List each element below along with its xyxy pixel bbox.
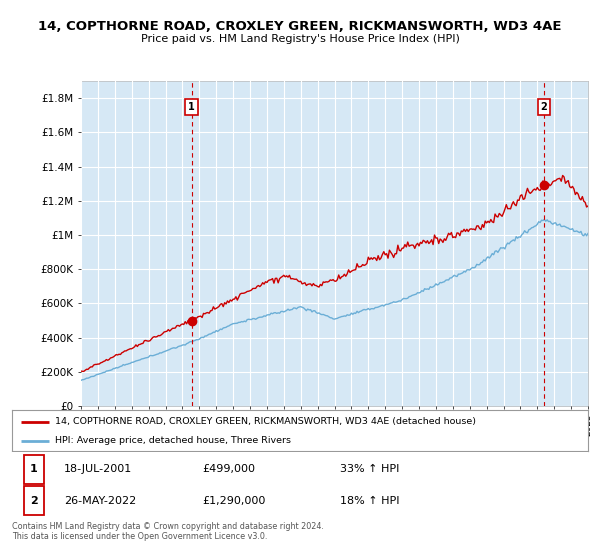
Text: 18-JUL-2001: 18-JUL-2001: [64, 464, 132, 474]
FancyBboxPatch shape: [23, 455, 44, 484]
Text: Price paid vs. HM Land Registry's House Price Index (HPI): Price paid vs. HM Land Registry's House …: [140, 34, 460, 44]
Text: 1: 1: [188, 102, 195, 112]
Text: Contains HM Land Registry data © Crown copyright and database right 2024.
This d: Contains HM Land Registry data © Crown c…: [12, 522, 324, 542]
Text: 2: 2: [541, 102, 547, 112]
Text: 26-MAY-2022: 26-MAY-2022: [64, 496, 136, 506]
Text: 14, COPTHORNE ROAD, CROXLEY GREEN, RICKMANSWORTH, WD3 4AE: 14, COPTHORNE ROAD, CROXLEY GREEN, RICKM…: [38, 20, 562, 32]
Text: 2: 2: [30, 496, 38, 506]
Text: 1: 1: [30, 464, 38, 474]
Text: 14, COPTHORNE ROAD, CROXLEY GREEN, RICKMANSWORTH, WD3 4AE (detached house): 14, COPTHORNE ROAD, CROXLEY GREEN, RICKM…: [55, 417, 476, 426]
Text: HPI: Average price, detached house, Three Rivers: HPI: Average price, detached house, Thre…: [55, 436, 291, 445]
Text: 18% ↑ HPI: 18% ↑ HPI: [340, 496, 400, 506]
FancyBboxPatch shape: [23, 486, 44, 515]
Text: £1,290,000: £1,290,000: [202, 496, 265, 506]
Text: 33% ↑ HPI: 33% ↑ HPI: [340, 464, 400, 474]
Text: £499,000: £499,000: [202, 464, 255, 474]
